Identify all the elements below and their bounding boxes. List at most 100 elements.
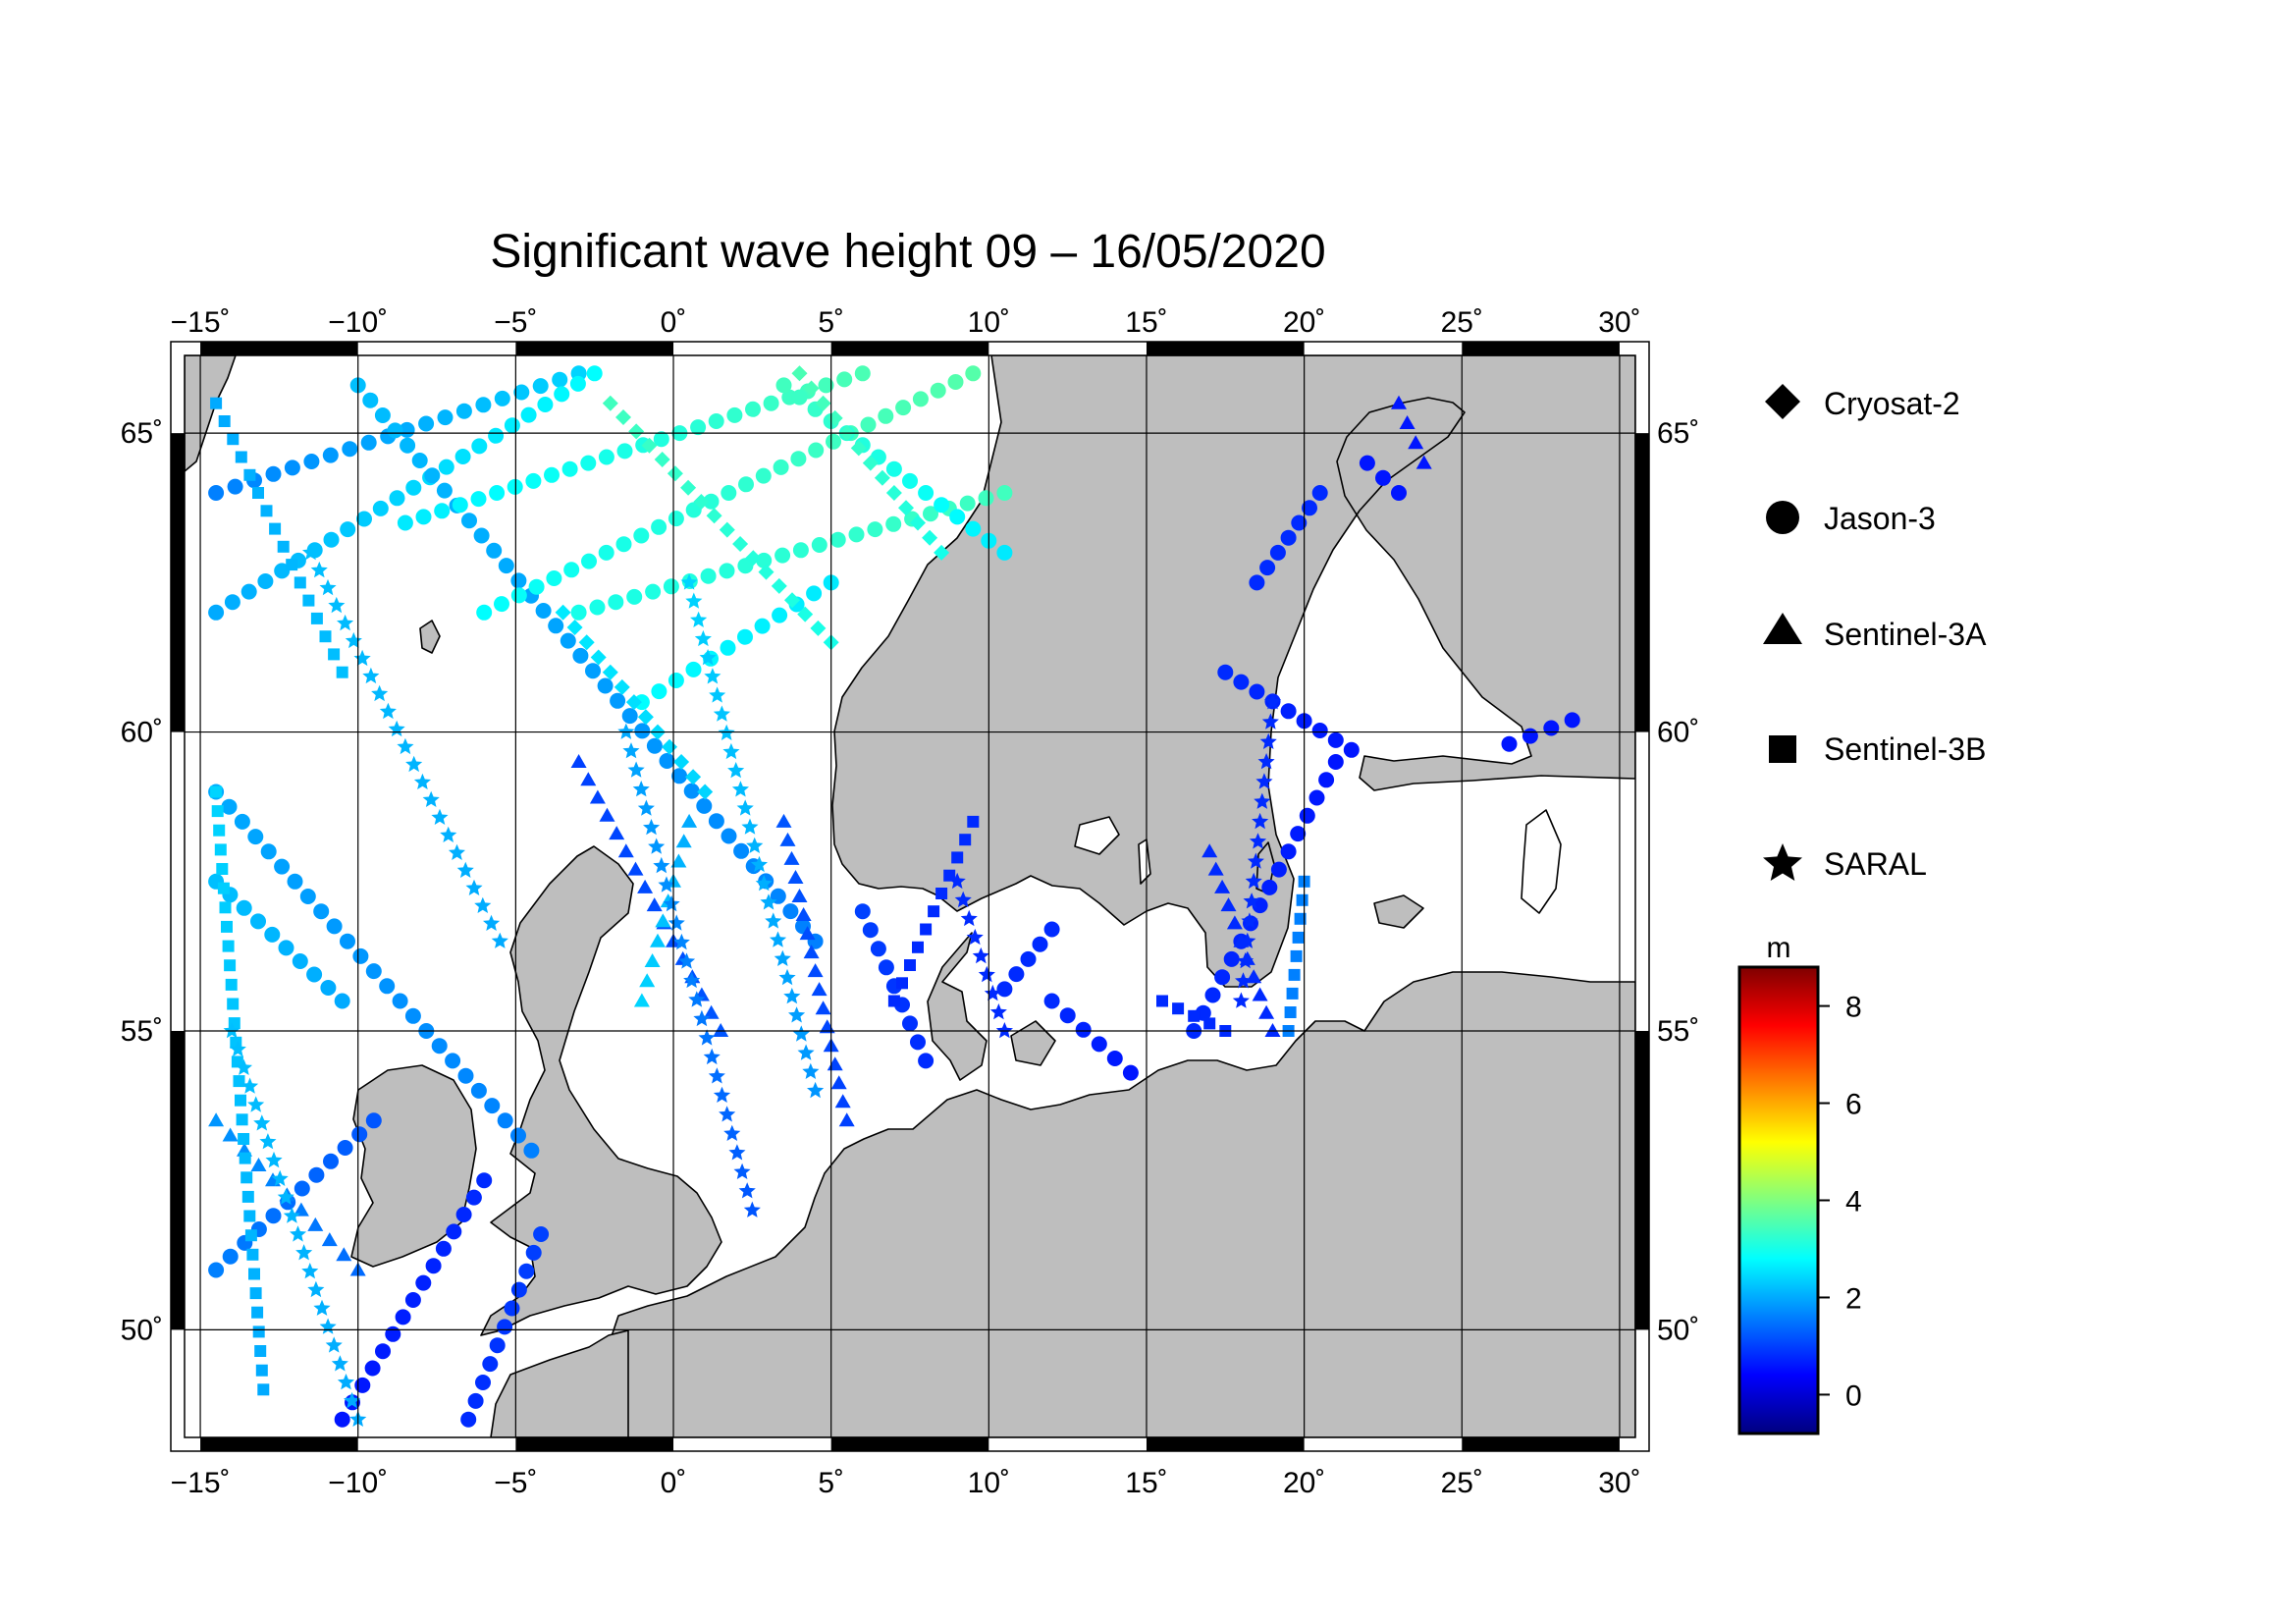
- obs-point-triangle: [675, 834, 692, 848]
- obs-point-star: [972, 947, 989, 964]
- lat-tick-label: 65˚: [1657, 417, 1699, 450]
- track-sentinel-3a: [633, 813, 698, 1007]
- obs-point-circle: [489, 485, 506, 501]
- obs-point-circle: [719, 563, 735, 579]
- legend-label-cryosat-2: Cryosat-2: [1824, 386, 1960, 421]
- obs-point-circle: [354, 1377, 371, 1393]
- obs-point-triangle: [1226, 915, 1243, 930]
- obs-point-star: [617, 723, 635, 739]
- obs-point-circle: [224, 594, 240, 611]
- obs-point-star: [307, 1280, 325, 1298]
- obs-point-circle: [1501, 735, 1518, 752]
- obs-point-star: [1232, 992, 1250, 1008]
- obs-point-circle: [1091, 1036, 1107, 1053]
- obs-point-star: [989, 1003, 1007, 1020]
- obs-point-star: [708, 1067, 725, 1084]
- land-zealand: [1010, 1020, 1056, 1066]
- track-jason-3: [854, 903, 934, 1069]
- obs-point-diamond: [614, 678, 630, 695]
- obs-point-circle: [365, 1112, 382, 1129]
- obs-point-circle: [633, 527, 650, 544]
- obs-point-circle: [683, 783, 700, 799]
- obs-point-square: [336, 666, 348, 678]
- obs-point-circle: [306, 966, 323, 983]
- obs-point-diamond: [791, 365, 808, 382]
- obs-point-square: [248, 1268, 260, 1280]
- colorbar-tick-label: 0: [1845, 1380, 1862, 1412]
- obs-point-circle: [978, 490, 994, 507]
- obs-point-square: [244, 1229, 257, 1242]
- obs-point-square: [238, 1133, 250, 1145]
- obs-point-circle: [1043, 993, 1060, 1009]
- obs-point-circle: [910, 1034, 926, 1051]
- obs-point-circle: [362, 392, 379, 408]
- lon-tick-label: 5˚: [818, 1467, 844, 1499]
- obs-point-circle: [560, 632, 576, 649]
- obs-point-circle: [1270, 861, 1287, 878]
- obs-point-star: [379, 702, 397, 720]
- obs-point-diamond: [693, 494, 710, 510]
- obs-point-diamond: [685, 769, 702, 785]
- obs-point-star: [247, 1096, 265, 1112]
- obs-point-triangle: [609, 826, 625, 840]
- track-jason-3: [570, 485, 1013, 621]
- obs-point-star: [704, 668, 721, 684]
- obs-point-diamond: [641, 437, 658, 454]
- lake-vanern: [1074, 816, 1120, 855]
- track-saral: [302, 543, 508, 948]
- obs-point-circle: [375, 1343, 391, 1360]
- obs-point-star: [778, 968, 796, 986]
- triangle-icon: [1763, 613, 1802, 644]
- obs-point-circle: [400, 437, 416, 454]
- obs-point-star: [648, 838, 666, 854]
- obs-point-circle: [930, 382, 946, 399]
- obs-point-circle: [303, 454, 320, 469]
- obs-point-circle: [395, 1309, 411, 1325]
- obs-point-triangle: [1201, 843, 1218, 858]
- obs-point-circle: [498, 558, 514, 574]
- obs-point-circle: [510, 1127, 526, 1144]
- obs-point-circle: [1020, 950, 1037, 967]
- obs-point-square: [1286, 987, 1299, 1000]
- obs-point-circle: [234, 813, 250, 830]
- obs-point-square: [959, 834, 972, 846]
- obs-point-circle: [862, 922, 879, 939]
- frame-segment: [200, 1437, 358, 1451]
- obs-point-triangle: [681, 813, 698, 828]
- obs-point-circle: [520, 406, 537, 423]
- obs-point-circle: [525, 472, 542, 489]
- legend-label-jason-3: Jason-3: [1824, 501, 1936, 536]
- obs-point-star: [465, 879, 483, 895]
- lat-tick-label: 55˚: [121, 1015, 163, 1048]
- obs-point-diamond: [615, 409, 631, 425]
- obs-point-square: [235, 1094, 246, 1107]
- obs-point-circle: [389, 490, 405, 507]
- obs-point-circle: [446, 1223, 462, 1240]
- obs-point-circle: [867, 521, 883, 538]
- obs-point-circle: [484, 1098, 501, 1114]
- obs-point-star: [728, 1144, 746, 1161]
- obs-point-circle: [489, 1337, 506, 1354]
- obs-point-square: [249, 1287, 262, 1300]
- obs-point-triangle: [783, 850, 800, 865]
- obs-point-circle: [659, 753, 675, 769]
- obs-point-triangle: [307, 1217, 324, 1231]
- obs-point-circle: [949, 509, 966, 525]
- track-jason-3: [1249, 485, 1328, 591]
- obs-point-star: [741, 818, 759, 835]
- obs-point-circle: [455, 1207, 472, 1222]
- obs-point-circle: [475, 1375, 491, 1390]
- obs-point-diamond: [803, 380, 820, 397]
- obs-point-triangle: [838, 1112, 855, 1127]
- obs-point-diamond: [602, 664, 618, 680]
- obs-point-circle: [621, 708, 638, 725]
- obs-point-circle: [351, 1126, 368, 1143]
- obs-point-circle: [236, 899, 252, 916]
- track-sentinel-3b: [1156, 995, 1232, 1037]
- obs-point-circle: [1308, 789, 1325, 806]
- obs-point-square: [213, 824, 226, 837]
- colorbar: m 0 2 4 6 8: [1737, 932, 1862, 1435]
- lon-tick-label: 10˚: [968, 306, 1010, 339]
- track-jason-3: [334, 1172, 493, 1428]
- colorbar-gradient: [1737, 965, 1820, 1435]
